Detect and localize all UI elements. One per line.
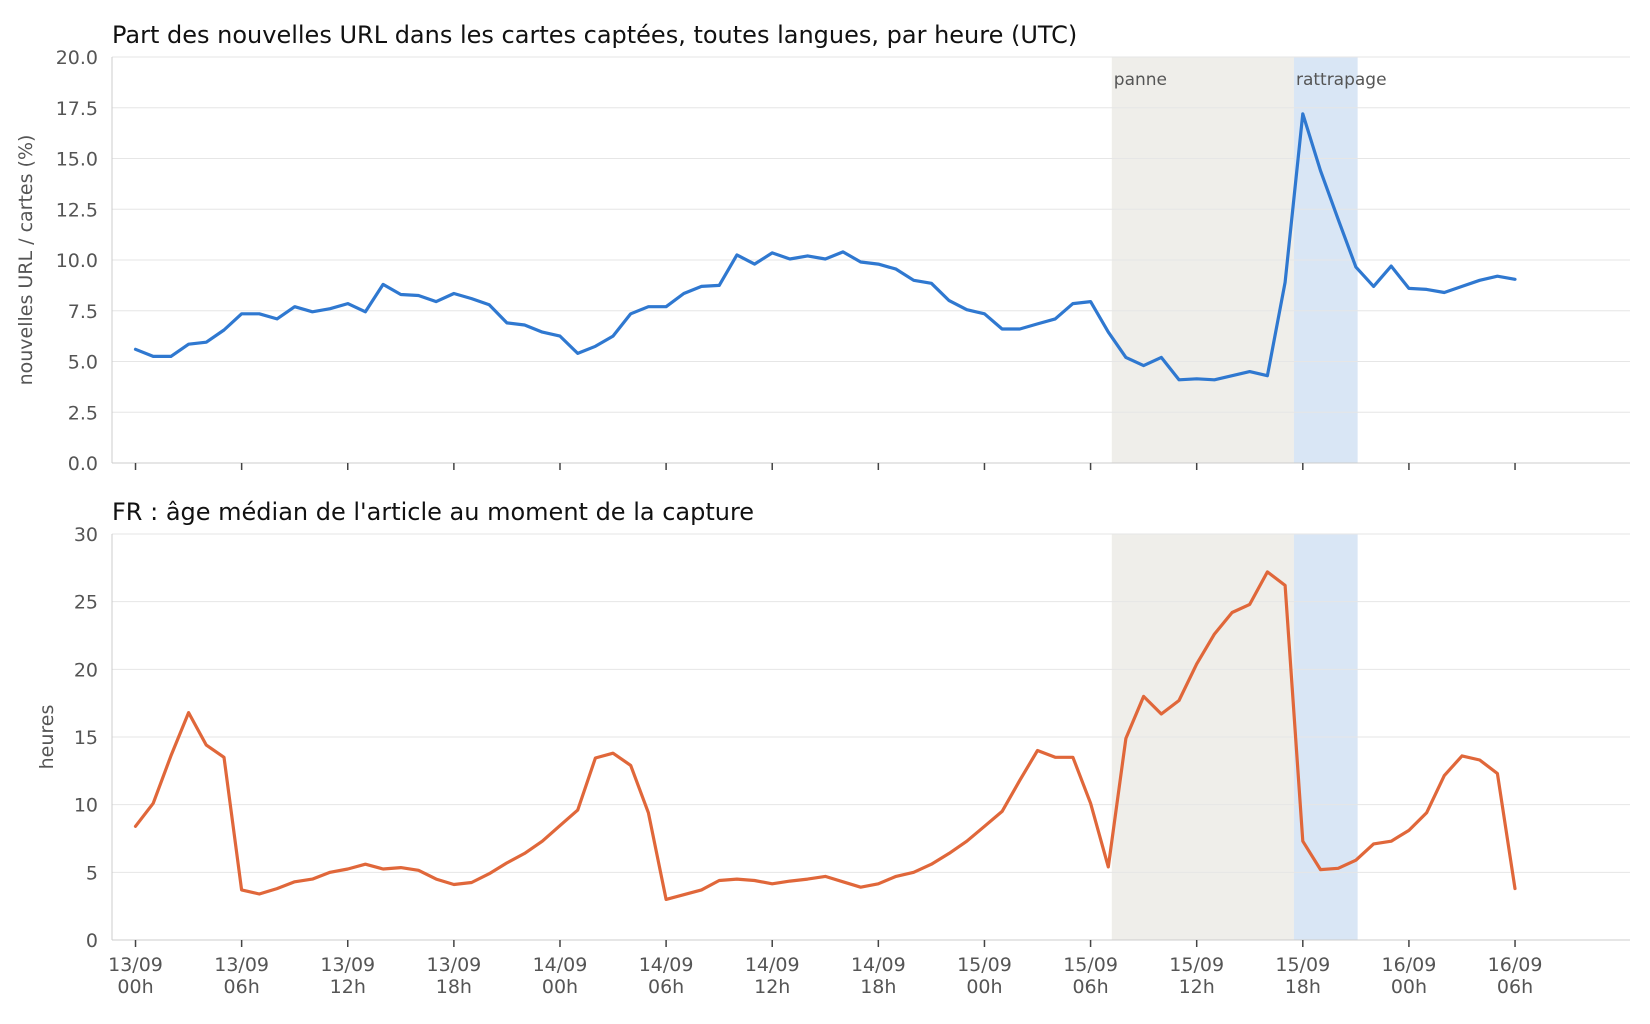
y-tick-label: 15.0: [56, 149, 98, 171]
y-axis-label: heures: [36, 705, 58, 770]
x-tick-label: 14/09 12h: [745, 954, 800, 998]
chart-title: Part des nouvelles URL dans les cartes c…: [112, 21, 1077, 49]
y-tick-label: 20.0: [56, 47, 98, 69]
y-tick-label: 5.0: [68, 352, 98, 374]
y-tick-label: 25: [74, 592, 98, 614]
x-tick-label: 13/09 06h: [214, 954, 269, 998]
band-label: rattrapage: [1296, 70, 1387, 90]
panel-2: 0 5 10 15 20 25 30 13/09 00h 13/09 06h 13/09 12h 13/0…: [36, 498, 1630, 998]
x-tick-label: 14/09 06h: [639, 954, 694, 998]
y-tick-label: 30: [74, 524, 98, 546]
y-tick-label: 5: [86, 862, 98, 884]
x-tick-label: 15/09 12h: [1169, 954, 1224, 998]
y-tick-label: 0: [86, 930, 98, 952]
y-tick-label: 17.5: [56, 98, 98, 120]
chart-title: FR : âge médian de l'article au moment d…: [112, 498, 754, 526]
x-tick-label: 13/09 12h: [320, 954, 375, 998]
x-tick-label: 13/09 18h: [426, 954, 481, 998]
y-tick-label: 10: [74, 795, 98, 817]
y-tick-label: 15: [74, 727, 98, 749]
band-label: panne: [1114, 70, 1167, 90]
x-tick-label: 15/09 06h: [1063, 954, 1118, 998]
x-tick-label: 16/09 00h: [1382, 954, 1437, 998]
series-line: [133, 112, 1517, 382]
x-tick-label: 14/09 18h: [851, 954, 906, 998]
y-tick-label: 20: [74, 659, 98, 681]
y-tick-label: 10.0: [56, 250, 98, 272]
x-tick-label: 16/09 06h: [1488, 954, 1543, 998]
y-tick-label: 2.5: [68, 402, 98, 424]
x-tick-label: 15/09 00h: [957, 954, 1012, 998]
x-tick-label: 15/09 18h: [1275, 954, 1330, 998]
x-tick-label: 14/09 00h: [533, 954, 588, 998]
y-tick-label: 7.5: [68, 301, 98, 323]
y-tick-label: 0.0: [68, 453, 98, 475]
series-line: [133, 570, 1517, 902]
y-tick-label: 12.5: [56, 199, 98, 221]
y-axis-label: nouvelles URL / cartes (%): [15, 135, 37, 386]
panel-1: 0.0 2.5 5.0 7.5 10.0 12.5 15.0 17.5 20.0 panne rat…: [15, 21, 1630, 475]
x-tick-label: 13/09 00h: [108, 954, 163, 998]
